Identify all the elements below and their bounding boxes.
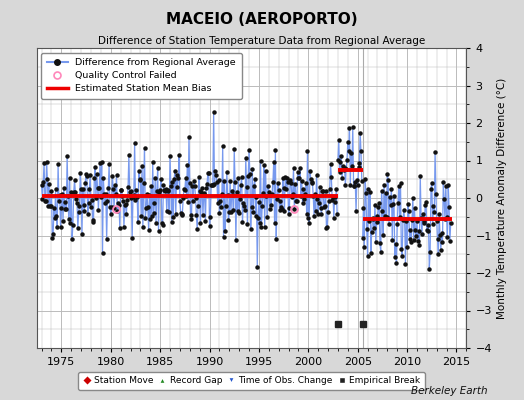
Y-axis label: Monthly Temperature Anomaly Difference (°C): Monthly Temperature Anomaly Difference (… [497, 77, 507, 319]
Legend: Station Move, Record Gap, Time of Obs. Change, Empirical Break: Station Move, Record Gap, Time of Obs. C… [79, 372, 424, 390]
Text: Difference of Station Temperature Data from Regional Average: Difference of Station Temperature Data f… [99, 36, 425, 46]
Text: MACEIO (AEROPORTO): MACEIO (AEROPORTO) [166, 12, 358, 27]
Text: Berkeley Earth: Berkeley Earth [411, 386, 487, 396]
